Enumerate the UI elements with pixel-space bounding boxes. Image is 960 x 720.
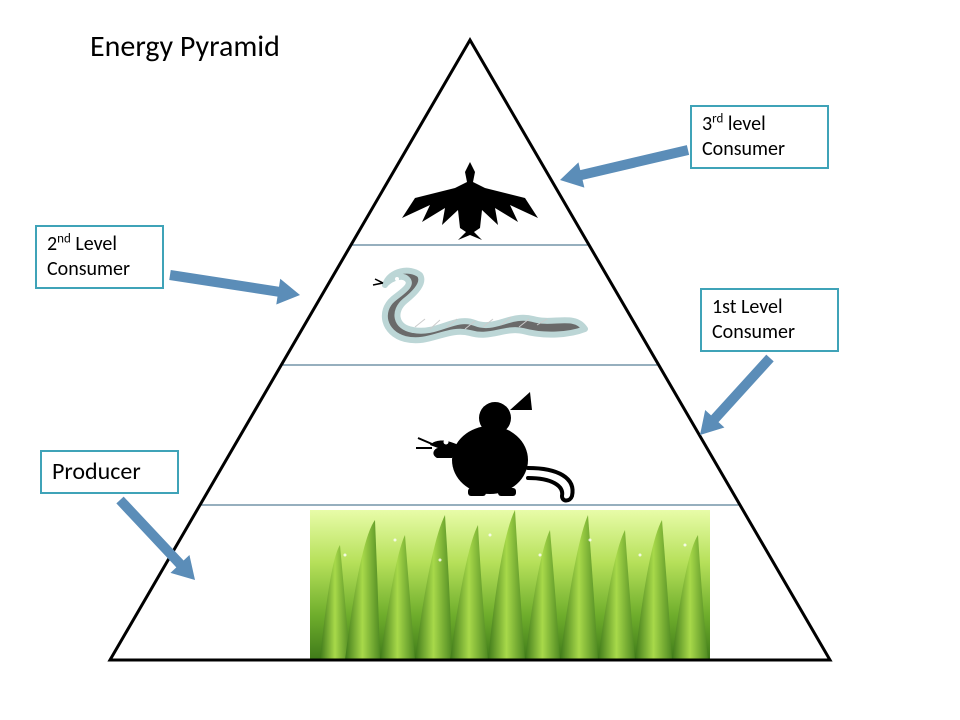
label-text: 1st LevelConsumer [712,295,795,344]
arrow-3rd [557,137,691,192]
eagle-icon [402,162,538,240]
arrow-2nd [168,262,302,308]
label-producer: Producer [40,450,179,494]
grass-icon [310,510,710,660]
label-3rd-consumer: 3rd levelConsumer [690,105,829,169]
mouse-icon [416,392,573,501]
label-text: 2nd LevelConsumer [47,232,130,281]
label-2nd-consumer: 2nd LevelConsumer [35,225,164,289]
arrow-producer [111,491,205,589]
snake-icon [373,271,585,341]
arrow-1st [690,349,779,443]
label-1st-consumer: 1st LevelConsumer [700,288,839,352]
label-text: 3rd levelConsumer [702,112,785,161]
label-text: Producer [52,457,141,486]
